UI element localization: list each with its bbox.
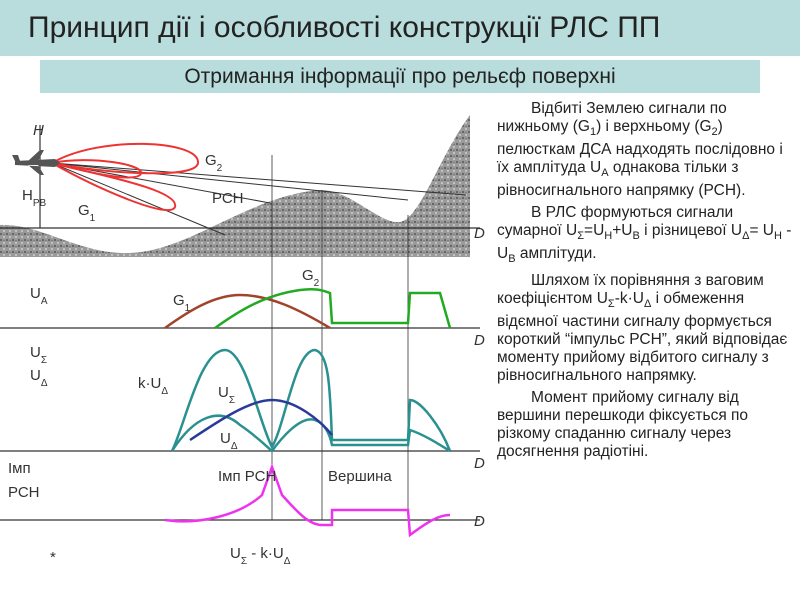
text-run: амплітуди. bbox=[515, 245, 597, 263]
label: РСН bbox=[212, 190, 244, 207]
sum-curve bbox=[170, 348, 452, 452]
label: UΔ bbox=[30, 367, 48, 389]
text-run: U bbox=[218, 384, 229, 401]
slide-title: Принцип дії і особливості конструкції РЛ… bbox=[0, 0, 800, 56]
label: D bbox=[474, 225, 485, 242]
label: РСН bbox=[8, 484, 40, 501]
rsn-impulse bbox=[164, 463, 451, 538]
text-run: Δ bbox=[284, 556, 291, 567]
label: Вершина bbox=[328, 468, 392, 485]
label: * bbox=[50, 549, 56, 566]
text-run: Момент прийому сигналу від вершини переш… bbox=[497, 389, 749, 461]
k-diff-curve bbox=[189, 398, 333, 442]
label: D bbox=[474, 455, 485, 472]
paragraph: Момент прийому сигналу від вершини переш… bbox=[497, 389, 797, 461]
label: HРВ bbox=[22, 187, 47, 209]
label: UΣ bbox=[30, 344, 47, 366]
text-run: U bbox=[30, 285, 41, 302]
label: G1 bbox=[173, 292, 191, 314]
text-run: Σ bbox=[229, 395, 235, 406]
label: UΣ bbox=[218, 384, 235, 406]
label: UΣ - k·UΔ bbox=[230, 545, 291, 567]
text-run: +U bbox=[612, 222, 633, 240]
text-run: В bbox=[632, 230, 640, 243]
text-run: Σ bbox=[41, 355, 47, 366]
paragraph: Відбиті Землею сигнали по нижньому (G1) … bbox=[497, 100, 797, 200]
text-run: = U bbox=[749, 222, 775, 240]
text-run: H bbox=[22, 187, 33, 204]
label: H bbox=[33, 122, 44, 139]
text-run: G bbox=[302, 267, 314, 284]
text-run: - k·U bbox=[247, 545, 284, 562]
text-run: Відбиті Землею сигнали по нижньому (G bbox=[497, 100, 727, 135]
text-run: РВ bbox=[33, 198, 47, 209]
antenna-lobes bbox=[51, 142, 200, 212]
text-run: A bbox=[41, 296, 48, 307]
text-run: Н bbox=[604, 230, 613, 243]
text-run: і різницевої U bbox=[639, 222, 743, 240]
text-run: і обмеження відємної частини сигналу фор… bbox=[497, 290, 788, 385]
label: k·UΔ bbox=[138, 375, 168, 397]
text-run: Δ bbox=[161, 386, 168, 397]
label: G2 bbox=[302, 267, 320, 289]
text-run: Н bbox=[774, 230, 782, 243]
slide-subtitle: Отримання інформації про рельєф поверхні bbox=[40, 60, 760, 93]
text-run: Δ bbox=[41, 378, 48, 389]
axes bbox=[0, 125, 480, 521]
text-run: G bbox=[205, 152, 217, 169]
beams bbox=[51, 162, 467, 236]
text-run: 2 bbox=[711, 126, 718, 139]
text-run: Δ bbox=[742, 230, 750, 243]
label: D bbox=[474, 332, 485, 349]
text-run: U bbox=[230, 545, 241, 562]
terrain bbox=[0, 115, 470, 257]
label: Імп bbox=[8, 460, 31, 477]
text-run: =U bbox=[584, 222, 605, 240]
g2-curve bbox=[214, 287, 452, 330]
text-run: -k·U bbox=[614, 290, 644, 308]
text-run: Σ bbox=[607, 298, 615, 311]
label: D bbox=[474, 513, 485, 530]
aircraft bbox=[12, 150, 60, 175]
text-run: G bbox=[173, 292, 185, 309]
label: G1 bbox=[78, 202, 96, 224]
text-block: Відбиті Землею сигнали по нижньому (G1) … bbox=[497, 100, 797, 465]
text-run: Σ bbox=[577, 230, 585, 243]
label: UΔ bbox=[220, 430, 238, 452]
paragraph: Шляхом їх порівняння з ваговим коефіцієн… bbox=[497, 272, 797, 385]
text-run: ) і верхньому (G bbox=[596, 118, 712, 135]
diagram: H HРВ G2 G1 РСН D D D D UA G1 G2 UΣ UΔ k… bbox=[0, 115, 485, 567]
text-run: 1 bbox=[589, 126, 597, 139]
text-run: 1 bbox=[185, 303, 191, 314]
text-run: 1 bbox=[90, 213, 96, 224]
text-run: U bbox=[220, 430, 231, 447]
text-run: В РЛС формуються сигнали сумарної U bbox=[497, 204, 734, 240]
text-run: G bbox=[78, 202, 90, 219]
text-run: ) пелюсткам ДСА надходять послідовно і ї… bbox=[497, 118, 783, 177]
label: G2 bbox=[205, 152, 223, 174]
label: UA bbox=[30, 285, 48, 307]
text-run: k·U bbox=[138, 375, 161, 392]
paragraph: В РЛС формуються сигнали сумарної UΣ=UН+… bbox=[497, 204, 797, 268]
text-run: A bbox=[601, 167, 609, 180]
text-run: 2 bbox=[217, 163, 223, 174]
label: Імп РСН bbox=[218, 468, 276, 485]
text-run: Σ bbox=[241, 556, 247, 567]
text-run: Шляхом їх порівняння з ваговим коефіцієн… bbox=[497, 272, 764, 308]
text-run: - U bbox=[497, 222, 792, 263]
text-run: однакова тільки з рівносигнального напря… bbox=[497, 159, 746, 200]
text-run: В bbox=[508, 253, 516, 266]
text-run: U bbox=[30, 367, 41, 384]
text-run: 2 bbox=[314, 278, 320, 289]
text-run: Δ bbox=[231, 441, 238, 452]
g1-curve bbox=[164, 293, 331, 330]
text-run: U bbox=[30, 344, 41, 361]
text-run: Δ bbox=[643, 298, 652, 311]
